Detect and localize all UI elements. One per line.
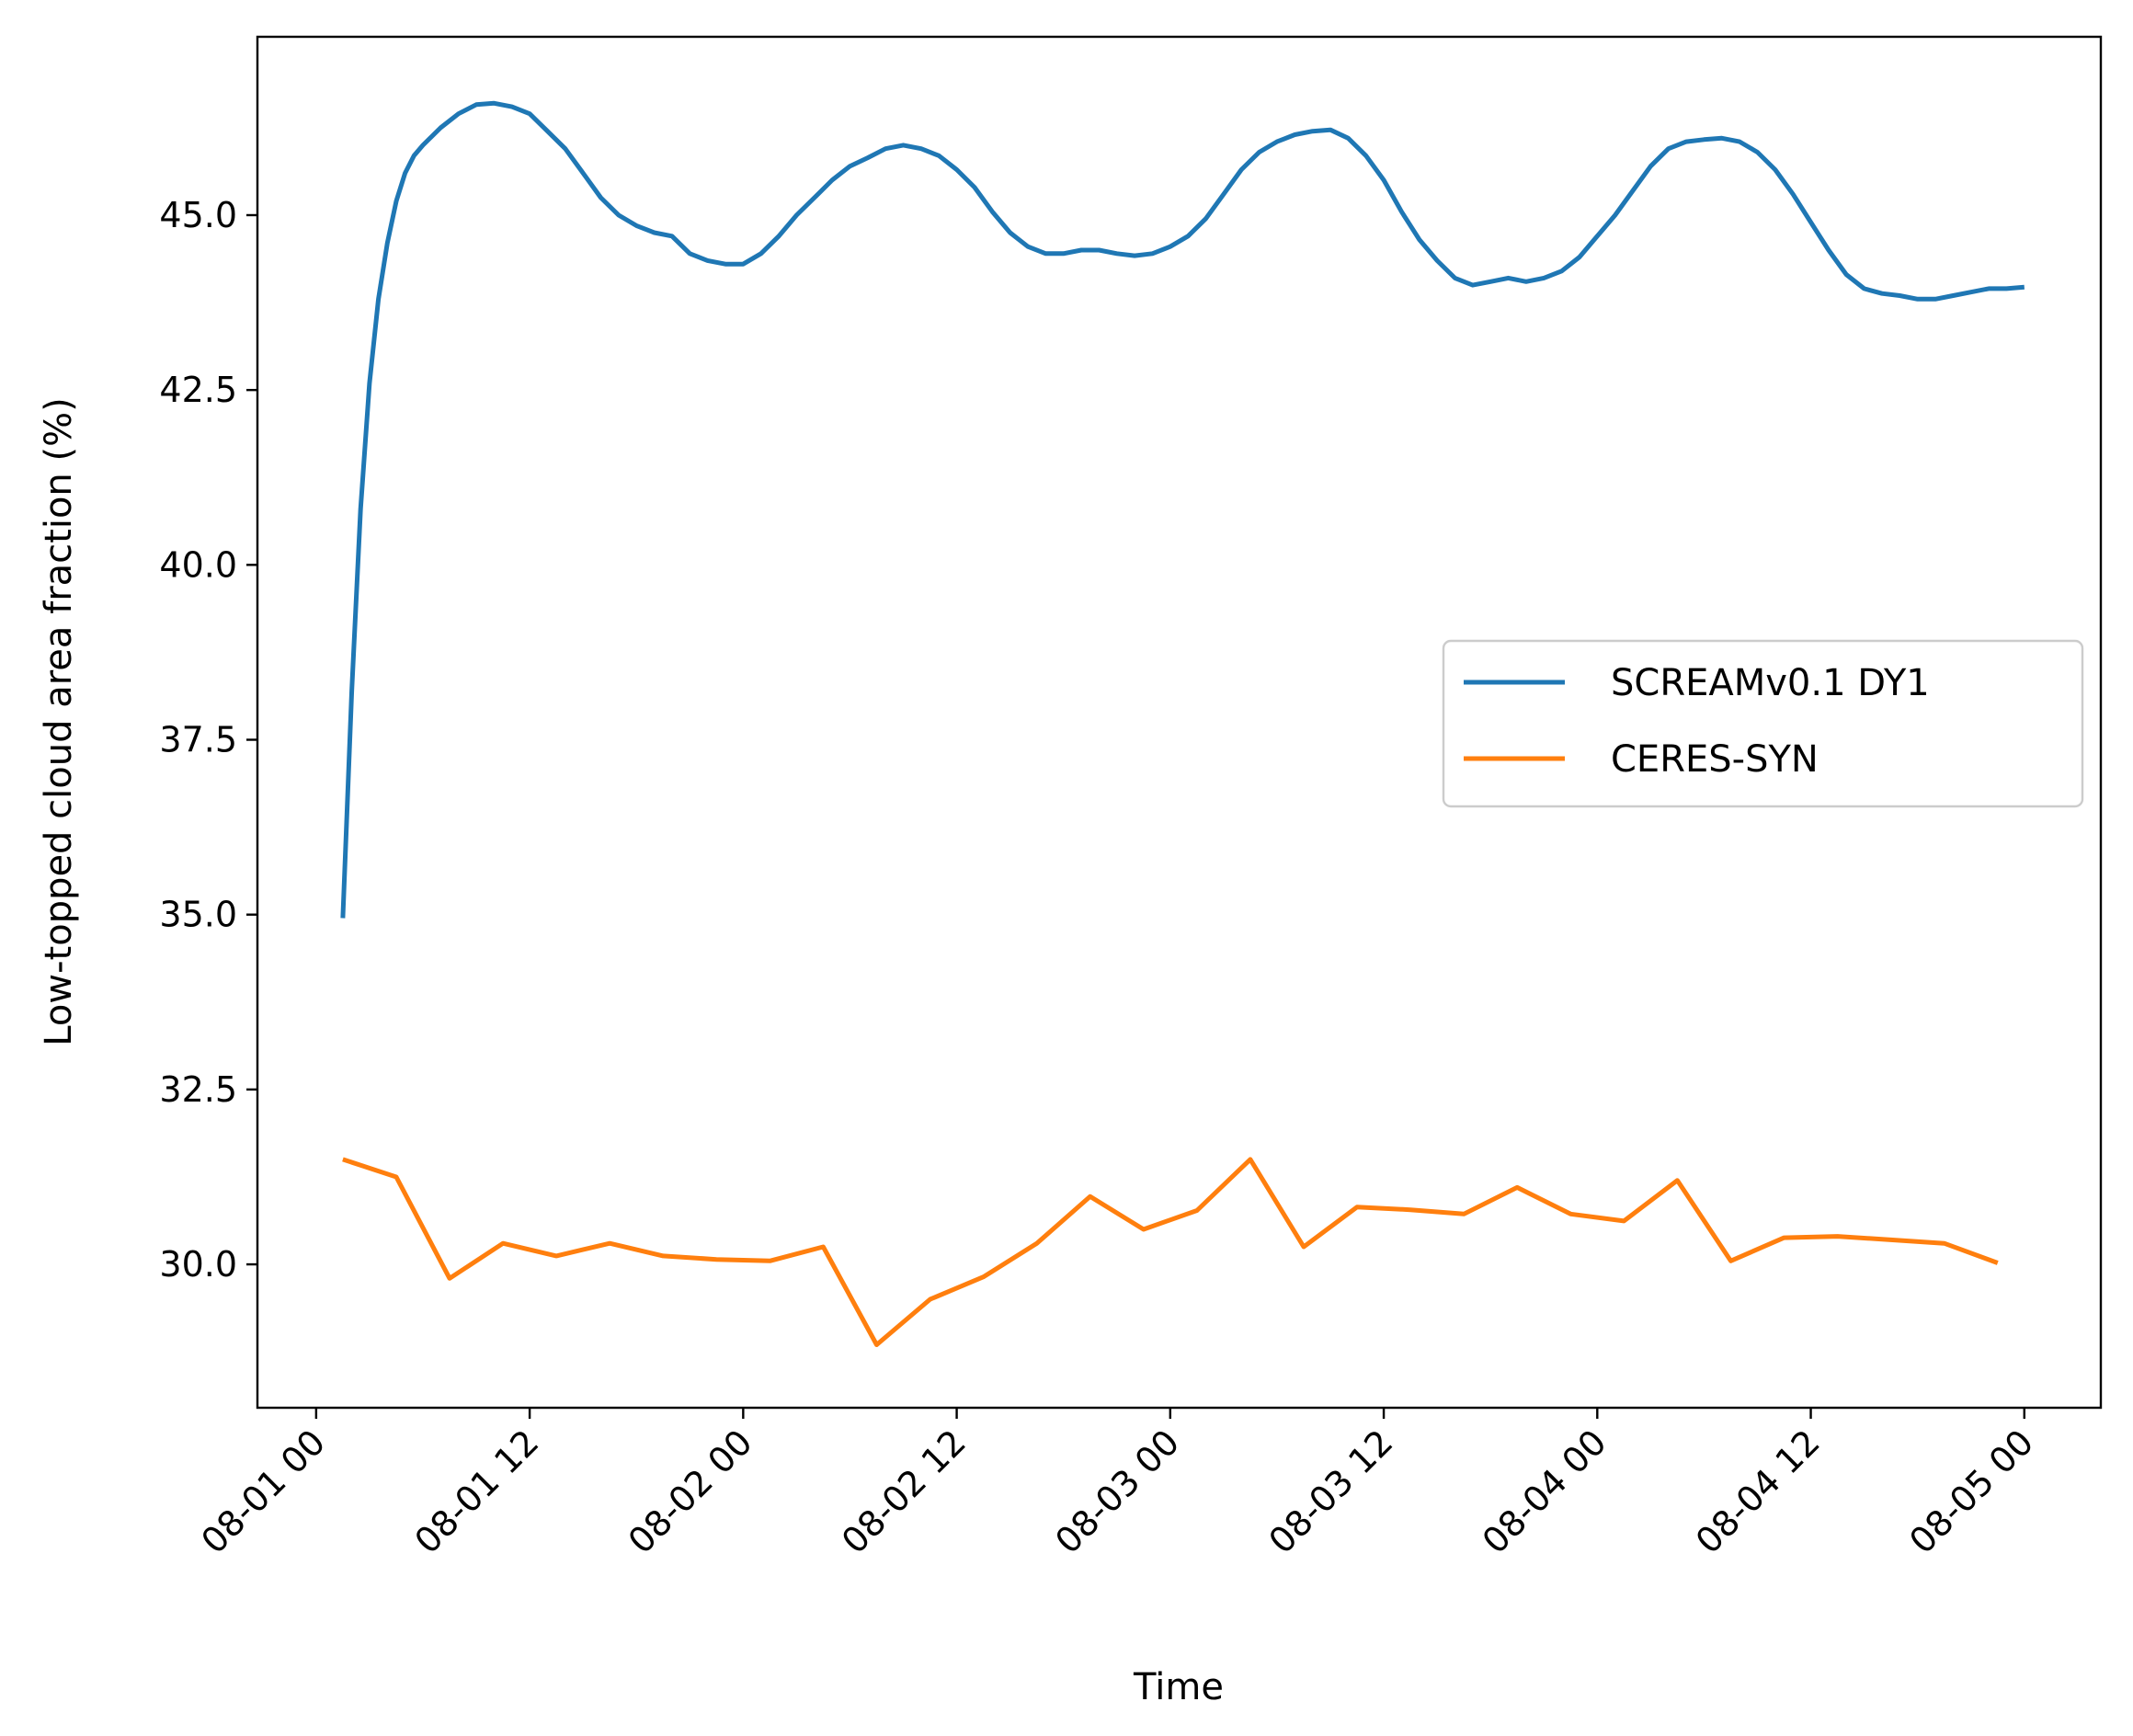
y-axis-label: Low-topped cloud area fraction (%) xyxy=(38,397,80,1045)
legend: SCREAMv0.1 DY1 CERES-SYN xyxy=(1442,639,2084,808)
y-tick-label: 30.0 xyxy=(159,1244,237,1285)
x-axis-label: Time xyxy=(1133,1666,1224,1708)
y-tick-label: 45.0 xyxy=(159,195,237,235)
y-tick-label: 37.5 xyxy=(159,720,237,760)
legend-box xyxy=(1442,639,2084,808)
series-line-scream xyxy=(340,100,2025,919)
y-tick-label: 32.5 xyxy=(159,1069,237,1110)
legend-label-ceres: CERES-SYN xyxy=(1611,738,1819,781)
plot-frame xyxy=(256,35,2103,1410)
y-tick-label: 42.5 xyxy=(159,370,237,410)
y-axis: 30.0 32.5 35.0 37.5 40.0 42.5 45.0 xyxy=(159,195,257,1285)
y-tick-label: 40.0 xyxy=(159,544,237,585)
y-tick-label: 35.0 xyxy=(159,895,237,935)
series-layer xyxy=(340,100,2025,1347)
series-line-ceres xyxy=(342,1157,1999,1347)
legend-label-scream: SCREAMv0.1 DY1 xyxy=(1611,662,1930,704)
